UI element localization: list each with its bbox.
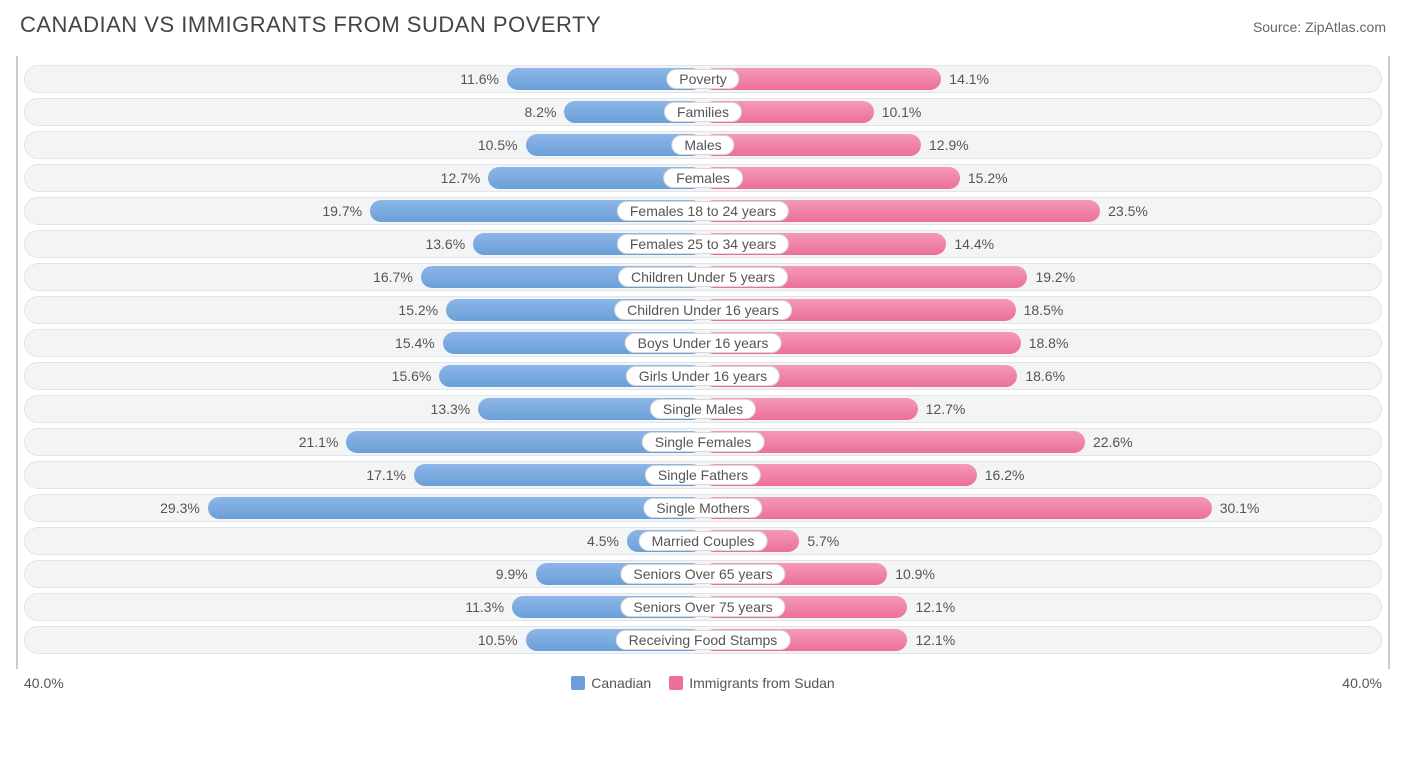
category-label: Seniors Over 75 years — [620, 597, 785, 617]
bar-row: 9.9% 10.9% Seniors Over 65 years — [24, 560, 1382, 588]
bar-row: 19.7% 23.5% Females 18 to 24 years — [24, 197, 1382, 225]
swatch-blue-icon — [571, 676, 585, 690]
value-label-left: 29.3% — [160, 500, 200, 516]
category-label: Poverty — [666, 69, 739, 89]
category-label: Seniors Over 65 years — [620, 564, 785, 584]
bar-row: 4.5% 5.7% Married Couples — [24, 527, 1382, 555]
category-label: Females 18 to 24 years — [617, 201, 789, 221]
value-label-left: 8.2% — [525, 104, 557, 120]
bar-row: 10.5% 12.9% Males — [24, 131, 1382, 159]
bar-row: 13.6% 14.4% Females 25 to 34 years — [24, 230, 1382, 258]
category-label: Single Females — [642, 432, 765, 452]
category-label: Boys Under 16 years — [625, 333, 782, 353]
value-label-right: 30.1% — [1220, 500, 1260, 516]
chart-header: CANADIAN VS IMMIGRANTS FROM SUDAN POVERT… — [16, 12, 1390, 38]
value-label-right: 12.7% — [926, 401, 966, 417]
value-label-right: 15.2% — [968, 170, 1008, 186]
value-label-right: 12.1% — [915, 599, 955, 615]
bar-row: 15.4% 18.8% Boys Under 16 years — [24, 329, 1382, 357]
value-label-right: 19.2% — [1035, 269, 1075, 285]
value-label-left: 9.9% — [496, 566, 528, 582]
bar-left — [208, 497, 703, 519]
category-label: Males — [671, 135, 734, 155]
chart-footer: 40.0% Canadian Immigrants from Sudan 40.… — [16, 669, 1390, 691]
axis-max-left: 40.0% — [24, 675, 64, 691]
value-label-left: 17.1% — [366, 467, 406, 483]
value-label-right: 18.8% — [1029, 335, 1069, 351]
value-label-left: 15.6% — [392, 368, 432, 384]
value-label-left: 10.5% — [478, 632, 518, 648]
chart-title: CANADIAN VS IMMIGRANTS FROM SUDAN POVERT… — [20, 12, 601, 38]
value-label-right: 16.2% — [985, 467, 1025, 483]
bar-row: 15.2% 18.5% Children Under 16 years — [24, 296, 1382, 324]
diverging-bar-chart: 11.6%14.1%Poverty8.2%10.1%Families10.5%1… — [16, 56, 1390, 669]
category-label: Girls Under 16 years — [626, 366, 780, 386]
legend-item-canadian: Canadian — [571, 675, 651, 691]
category-label: Females — [663, 168, 743, 188]
category-label: Children Under 5 years — [618, 267, 788, 287]
value-label-right: 22.6% — [1093, 434, 1133, 450]
value-label-right: 10.1% — [882, 104, 922, 120]
value-label-left: 13.6% — [425, 236, 465, 252]
category-label: Females 25 to 34 years — [617, 234, 789, 254]
value-label-left: 15.2% — [398, 302, 438, 318]
bar-row: 15.6% 18.6% Girls Under 16 years — [24, 362, 1382, 390]
category-label: Single Fathers — [645, 465, 761, 485]
bar-right — [703, 134, 921, 156]
category-label: Single Mothers — [643, 498, 762, 518]
bar-row: 10.5% 12.1% Receiving Food Stamps — [24, 626, 1382, 654]
category-label: Receiving Food Stamps — [616, 630, 791, 650]
chart-source: Source: ZipAtlas.com — [1253, 19, 1386, 35]
value-label-right: 14.1% — [949, 71, 989, 87]
value-label-right: 23.5% — [1108, 203, 1148, 219]
value-label-left: 11.3% — [465, 599, 504, 615]
bar-row: 8.2% 10.1% Families — [24, 98, 1382, 126]
category-label: Children Under 16 years — [614, 300, 792, 320]
bar-row: 21.1% 22.6% Single Females — [24, 428, 1382, 456]
value-label-left: 21.1% — [299, 434, 339, 450]
value-label-right: 12.9% — [929, 137, 969, 153]
value-label-left: 15.4% — [395, 335, 435, 351]
axis-max-right: 40.0% — [1342, 675, 1382, 691]
value-label-right: 12.1% — [915, 632, 955, 648]
value-label-right: 18.6% — [1025, 368, 1065, 384]
bar-row: 29.3% 30.1% Single Mothers — [24, 494, 1382, 522]
category-label: Married Couples — [639, 531, 768, 551]
legend-item-sudan: Immigrants from Sudan — [669, 675, 835, 691]
value-label-left: 4.5% — [587, 533, 619, 549]
bar-right — [703, 497, 1212, 519]
bar-row: 11.3% 12.1% Seniors Over 75 years — [24, 593, 1382, 621]
value-label-left: 10.5% — [478, 137, 518, 153]
bar-row: 12.7% 15.2% Females — [24, 164, 1382, 192]
bar-row: 11.6% 14.1% Poverty — [24, 65, 1382, 93]
value-label-left: 11.6% — [460, 71, 499, 87]
value-label-left: 12.7% — [441, 170, 481, 186]
category-label: Single Males — [650, 399, 756, 419]
bar-row: 13.3% 12.7% Single Males — [24, 395, 1382, 423]
value-label-left: 13.3% — [431, 401, 471, 417]
value-label-right: 5.7% — [807, 533, 839, 549]
legend-label-left: Canadian — [591, 675, 651, 691]
bar-row: 16.7% 19.2% Children Under 5 years — [24, 263, 1382, 291]
legend-label-right: Immigrants from Sudan — [689, 675, 835, 691]
value-label-left: 19.7% — [322, 203, 362, 219]
value-label-left: 16.7% — [373, 269, 413, 285]
value-label-right: 18.5% — [1024, 302, 1064, 318]
value-label-right: 10.9% — [895, 566, 935, 582]
bar-row: 17.1% 16.2% Single Fathers — [24, 461, 1382, 489]
legend: Canadian Immigrants from Sudan — [571, 675, 834, 691]
value-label-right: 14.4% — [954, 236, 994, 252]
category-label: Families — [664, 102, 742, 122]
swatch-pink-icon — [669, 676, 683, 690]
